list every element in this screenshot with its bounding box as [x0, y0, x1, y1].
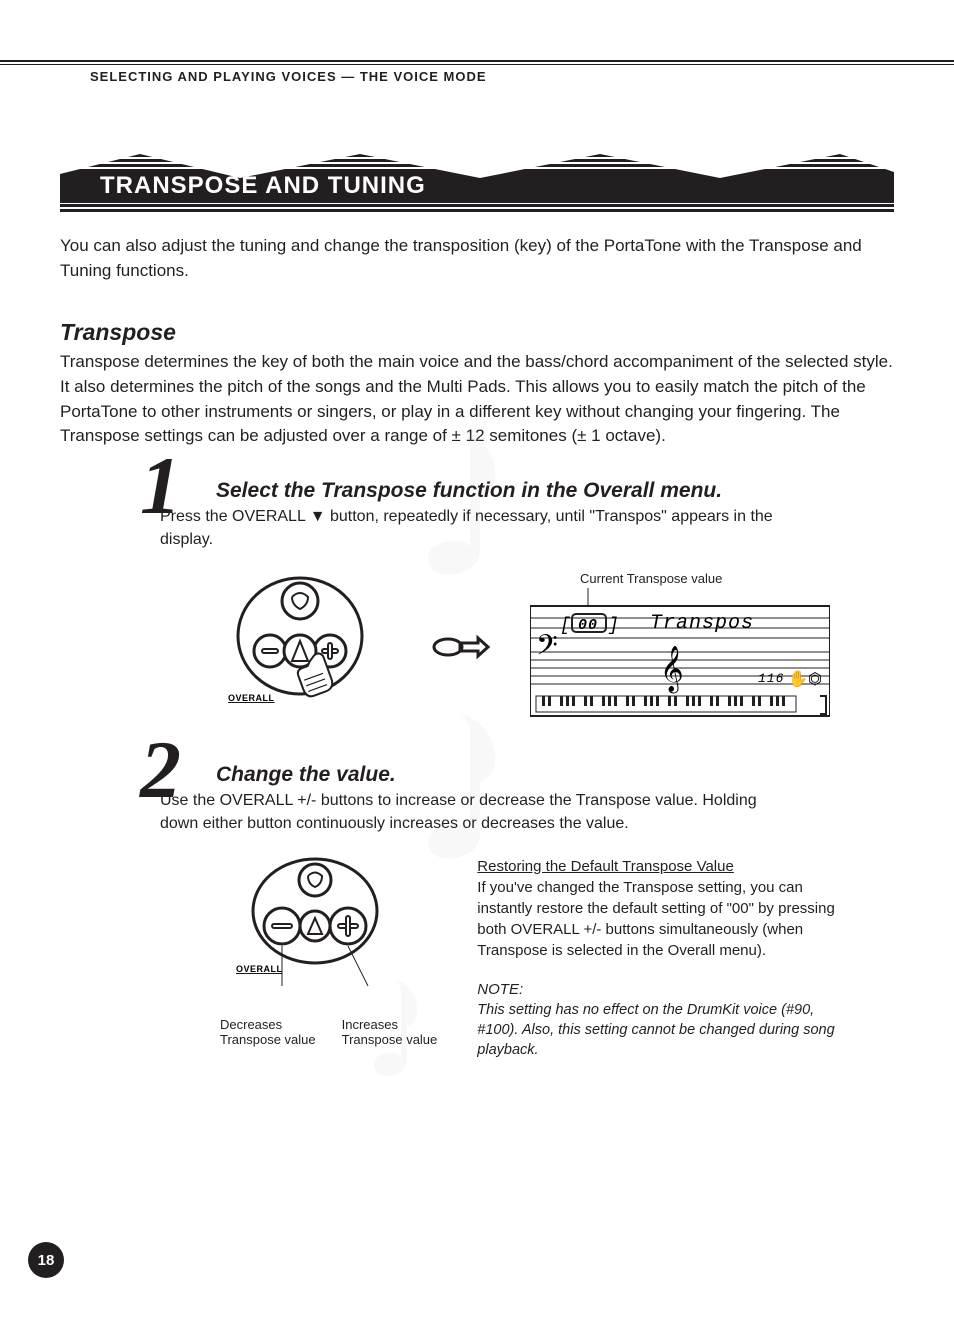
step-body: Use the OVERALL +/- buttons to increase …: [160, 789, 780, 835]
arrow-icon: [430, 572, 490, 722]
svg-text:Transpos: Transpos: [650, 612, 754, 635]
lcd-callout-label: Current Transpose value: [580, 571, 830, 586]
step2-row: OVERALL Decreases Transpose value Increa…: [220, 856, 894, 1061]
step1-diagram-row: OVERALL Current Transpose value: [220, 571, 894, 723]
lcd-display: 𝄢 𝄞 [ 00 ] Transpos 116 ✋ ⏣: [530, 588, 830, 718]
step-title: Select the Transpose function in the Ove…: [216, 479, 894, 503]
intro-paragraph: You can also adjust the tuning and chang…: [60, 234, 894, 283]
dial-label: OVERALL: [236, 964, 283, 974]
eighth-note-watermark: [357, 973, 437, 1083]
top-rule: [0, 60, 954, 65]
note-body: This setting has no effect on the DrumKi…: [477, 1000, 857, 1061]
section-heading: Transpose: [60, 319, 894, 346]
note-title: NOTE:: [477, 979, 857, 1000]
lcd-block: Current Transpose value: [530, 571, 830, 723]
restore-body: If you've changed the Transpose setting,…: [477, 877, 857, 961]
running-head: SELECTING AND PLAYING VOICES — THE VOICE…: [90, 69, 894, 84]
manual-page: SELECTING AND PLAYING VOICES — THE VOICE…: [0, 0, 954, 1318]
svg-text:𝄢: 𝄢: [536, 631, 558, 668]
step-title: Change the value.: [216, 763, 894, 787]
svg-text:⏣: ⏣: [808, 671, 822, 688]
svg-text:116: 116: [758, 671, 784, 686]
dial-label: OVERALL: [228, 693, 275, 703]
svg-text:]: ]: [608, 616, 620, 636]
overall-dial-illustration: OVERALL: [220, 571, 390, 721]
step-2: 2 Change the value. Use the OVERALL +/- …: [160, 763, 894, 1060]
section-banner: TRANSPOSE AND TUNING: [60, 154, 894, 214]
step-1: 1 Select the Transpose function in the O…: [160, 479, 894, 723]
page-number: 18: [28, 1242, 64, 1278]
step-body: Press the OVERALL ▼ button, repeatedly i…: [160, 505, 780, 551]
svg-text:𝄞: 𝄞: [660, 646, 684, 694]
decrease-label: Decreases Transpose value: [220, 1017, 316, 1048]
svg-text:[: [: [560, 616, 572, 636]
banner-title: TRANSPOSE AND TUNING: [100, 172, 426, 200]
svg-text:00: 00: [578, 617, 598, 634]
svg-text:✋: ✋: [788, 669, 808, 688]
restore-note-block: Restoring the Default Transpose Value If…: [477, 856, 857, 1061]
